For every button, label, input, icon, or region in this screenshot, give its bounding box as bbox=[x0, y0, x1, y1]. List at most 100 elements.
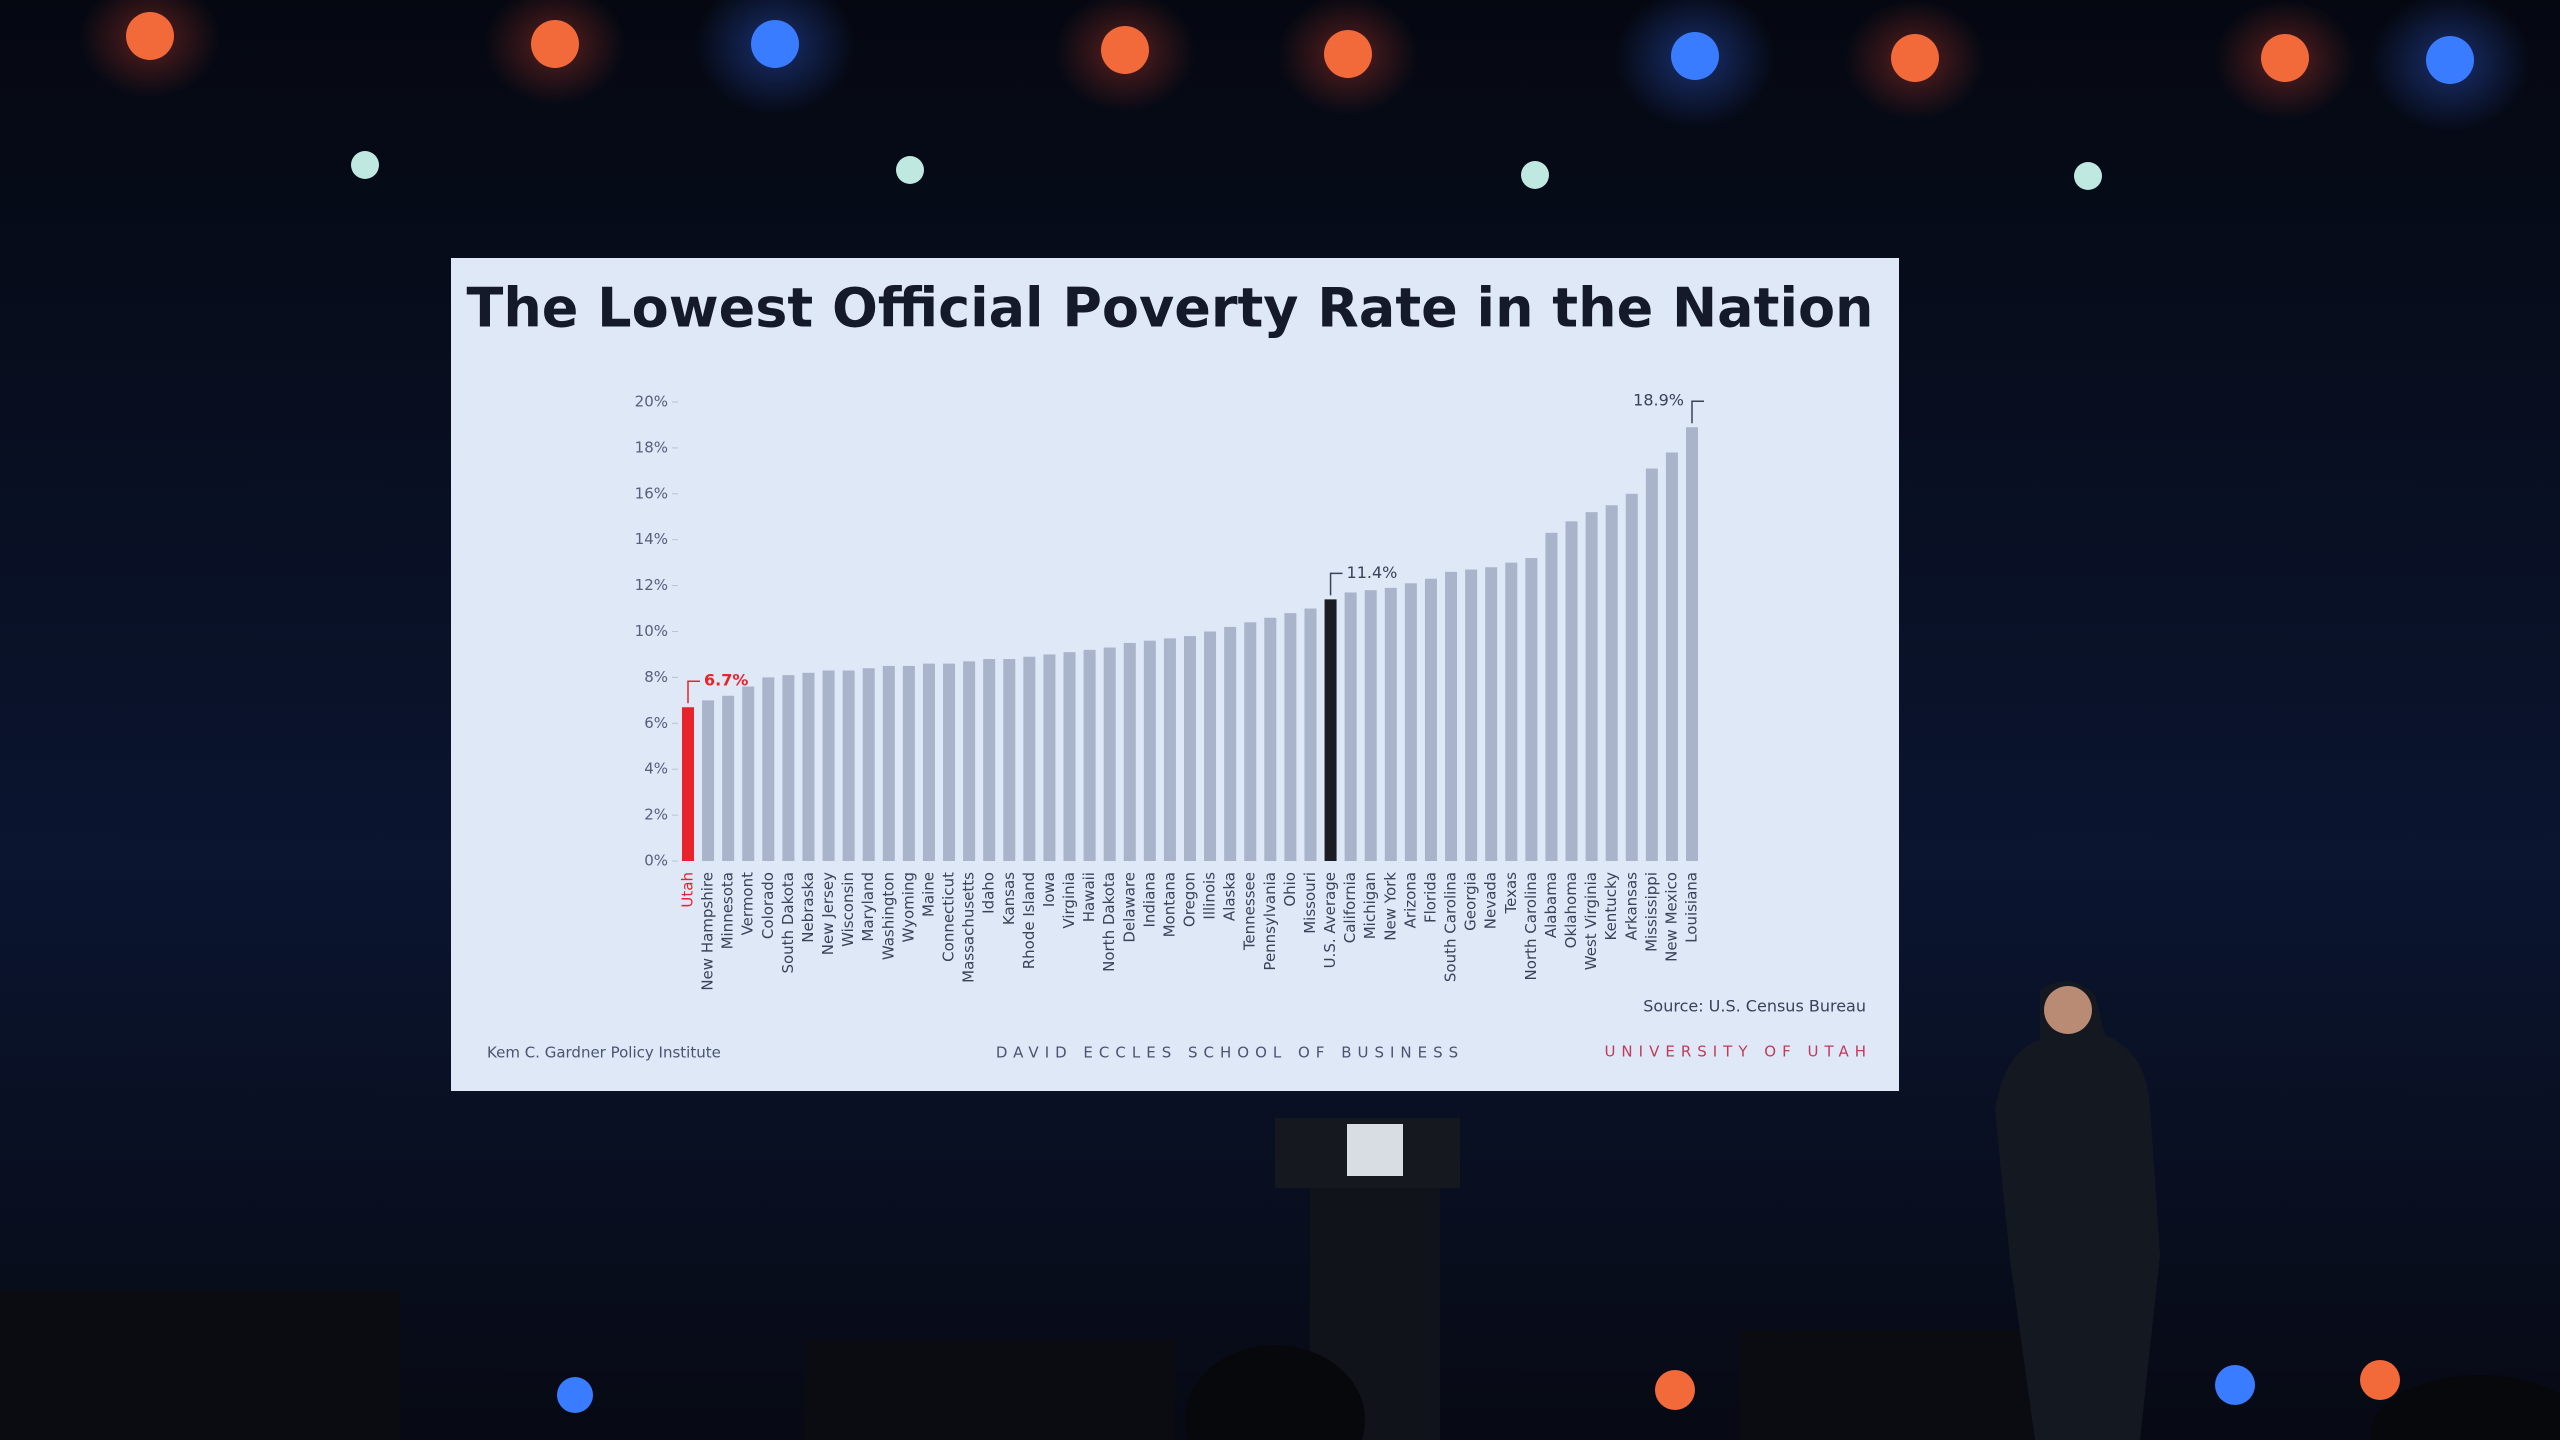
x-tick-label: New Hampshire bbox=[699, 872, 717, 991]
y-tick-label: 18% bbox=[635, 438, 668, 456]
x-tick-label: Oregon bbox=[1181, 872, 1199, 927]
x-tick-label: Louisiana bbox=[1683, 872, 1701, 943]
y-tick-label: 2% bbox=[644, 806, 668, 824]
x-tick-label: South Carolina bbox=[1442, 872, 1460, 982]
x-tick-label: Alabama bbox=[1542, 872, 1560, 938]
x-tick-label: Illinois bbox=[1201, 872, 1219, 920]
bar bbox=[842, 670, 855, 861]
bar bbox=[1163, 638, 1176, 861]
y-tick-label: 14% bbox=[635, 530, 668, 548]
bar bbox=[943, 663, 956, 861]
bar bbox=[1284, 613, 1297, 861]
bar bbox=[902, 665, 915, 861]
bar bbox=[1665, 452, 1678, 861]
x-tick-label: Iowa bbox=[1040, 872, 1058, 907]
label-bracket bbox=[1329, 572, 1343, 596]
label-bracket bbox=[687, 680, 700, 704]
bar bbox=[1525, 558, 1538, 861]
x-tick-label: Massachusetts bbox=[960, 872, 978, 983]
x-tick-label: Hawaii bbox=[1080, 872, 1098, 922]
bar bbox=[1023, 656, 1036, 861]
bar bbox=[1324, 599, 1337, 861]
x-tick-label: Delaware bbox=[1120, 872, 1138, 943]
bar bbox=[1445, 571, 1458, 861]
x-tick-label: Maine bbox=[919, 872, 937, 917]
x-tick-label: Michigan bbox=[1361, 872, 1379, 939]
footer-left: Kem C. Gardner Policy Institute bbox=[487, 1044, 721, 1062]
x-tick-label: Connecticut bbox=[940, 872, 958, 962]
x-tick-label: Nebraska bbox=[799, 872, 817, 943]
y-tick-label: 4% bbox=[644, 760, 668, 778]
x-tick-label: North Carolina bbox=[1522, 872, 1540, 980]
source-note: Source: U.S. Census Bureau bbox=[1643, 997, 1866, 1016]
bar bbox=[1304, 608, 1317, 861]
bar bbox=[1384, 587, 1397, 861]
bar bbox=[1605, 505, 1618, 861]
bar bbox=[1123, 642, 1136, 861]
stage-furniture bbox=[0, 981, 2560, 1440]
value-label: 6.7% bbox=[704, 671, 748, 690]
bar bbox=[1224, 626, 1237, 861]
x-tick-label: Utah bbox=[679, 872, 697, 908]
x-tick-label: Oklahoma bbox=[1562, 872, 1580, 948]
bar bbox=[742, 686, 755, 861]
x-tick-label: Wyoming bbox=[899, 872, 917, 942]
bar bbox=[1204, 631, 1217, 861]
y-tick-label: 0% bbox=[644, 852, 668, 870]
x-tick-label: Wisconsin bbox=[839, 872, 857, 947]
bar bbox=[1686, 427, 1698, 861]
bar bbox=[1565, 521, 1578, 861]
x-tick-label: Georgia bbox=[1462, 872, 1480, 931]
y-tick-label: 6% bbox=[644, 714, 668, 732]
x-tick-label: Montana bbox=[1160, 872, 1178, 937]
bar bbox=[1545, 532, 1558, 861]
stage-lights bbox=[80, 0, 2530, 1418]
bar bbox=[1485, 567, 1498, 861]
x-tick-label: Texas bbox=[1502, 872, 1520, 915]
x-tick-label: Arizona bbox=[1401, 872, 1419, 928]
y-tick-label: 16% bbox=[635, 484, 668, 502]
bar bbox=[1505, 562, 1518, 861]
bar bbox=[983, 659, 996, 861]
x-tick-label: West Virginia bbox=[1582, 872, 1600, 970]
x-tick-label: Pennsylvania bbox=[1261, 872, 1279, 971]
x-tick-label: U.S. Average bbox=[1321, 872, 1339, 968]
bar bbox=[1143, 640, 1156, 861]
x-tick-label: Washington bbox=[879, 872, 897, 960]
x-tick-label: New Jersey bbox=[819, 872, 837, 955]
y-tick-label: 20% bbox=[635, 393, 668, 411]
x-tick-label: Ohio bbox=[1281, 872, 1299, 907]
bar bbox=[1184, 636, 1196, 861]
y-tick-label: 10% bbox=[635, 622, 668, 640]
bar bbox=[822, 670, 835, 861]
bar bbox=[1645, 468, 1658, 861]
x-tick-label: Rhode Island bbox=[1020, 872, 1038, 969]
bar bbox=[1364, 590, 1377, 861]
x-tick-label: Mississippi bbox=[1642, 872, 1660, 952]
y-tick-label: 8% bbox=[644, 668, 668, 686]
x-tick-label: New York bbox=[1381, 872, 1399, 941]
footer-center: DAVID ECCLES SCHOOL OF BUSINESS bbox=[996, 1044, 1464, 1062]
bar bbox=[1003, 659, 1016, 861]
footer-right: UNIVERSITY OF UTAH bbox=[1604, 1043, 1872, 1061]
bar bbox=[1465, 569, 1478, 861]
bar bbox=[682, 707, 694, 861]
x-tick-label: Missouri bbox=[1301, 872, 1319, 934]
value-label: 11.4% bbox=[1347, 563, 1398, 582]
bar bbox=[1103, 647, 1116, 861]
x-tick-label: Indiana bbox=[1140, 872, 1158, 928]
x-tick-label: New Mexico bbox=[1662, 872, 1680, 962]
x-tick-label: Vermont bbox=[739, 872, 757, 936]
bar bbox=[1404, 583, 1417, 861]
x-tick-label: Maryland bbox=[859, 872, 877, 942]
x-tick-label: Idaho bbox=[980, 872, 998, 914]
x-tick-label: Alaska bbox=[1221, 872, 1239, 921]
bar bbox=[1585, 512, 1598, 861]
x-tick-label: Kansas bbox=[1000, 872, 1018, 925]
value-label: 18.9% bbox=[1633, 391, 1684, 410]
x-tick-label: Virginia bbox=[1060, 872, 1078, 929]
x-tick-label: Colorado bbox=[759, 872, 777, 939]
x-tick-label: Tennessee bbox=[1241, 872, 1259, 951]
